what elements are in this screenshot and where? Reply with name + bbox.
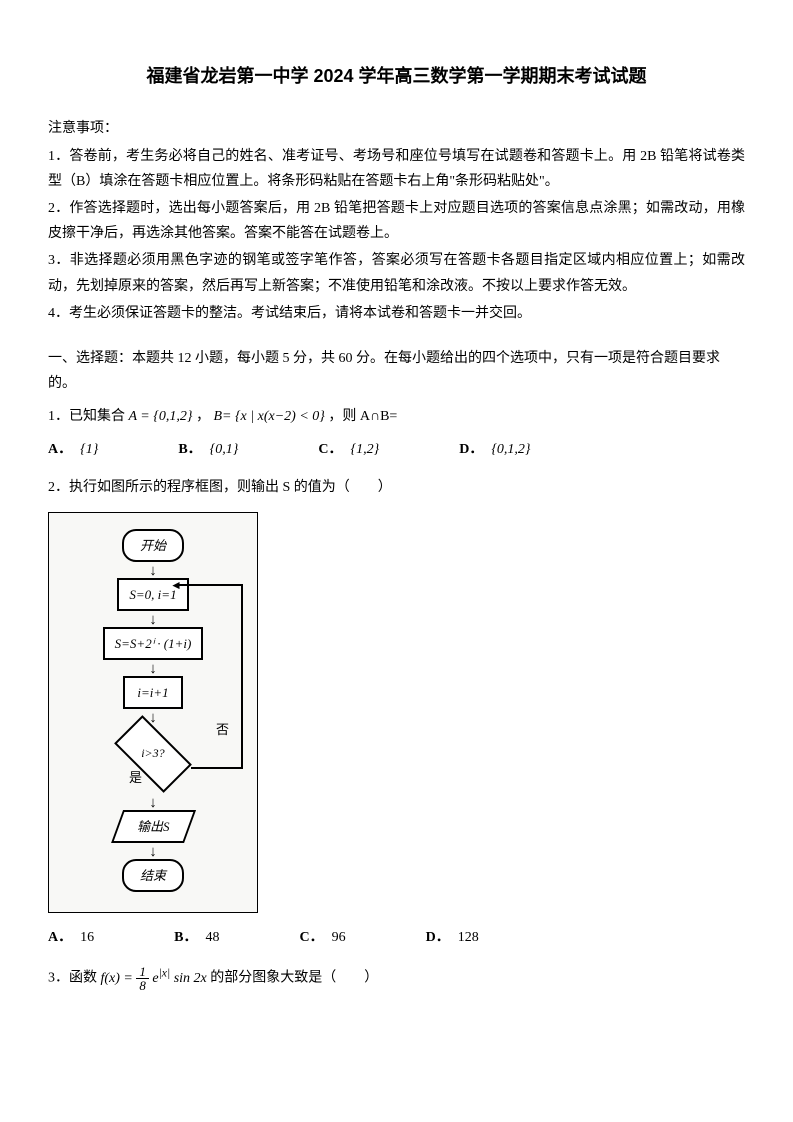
question-3: 3．函数 f(x) = 18 e|x| sin 2x 的部分图象大致是（ ） xyxy=(48,962,745,992)
section-1-heading: 一、选择题：本题共 12 小题，每小题 5 分，共 60 分。在每小题给出的四个… xyxy=(48,346,745,396)
flow-arrow: ↓ xyxy=(57,614,249,628)
flow-output: 输出S xyxy=(111,810,196,843)
notice-item: 2．作答选择题时，选出每小题答案后，用 2B 铅笔把答题卡上对应题目选项的答案信… xyxy=(48,196,745,246)
option-label: C． xyxy=(299,925,323,950)
option-value: 96 xyxy=(332,925,346,950)
q2-text: 2．执行如图所示的程序框图，则输出 S 的值为（ ） xyxy=(48,475,745,500)
q3-suffix: 的部分图象大致是（ ） xyxy=(210,971,378,986)
q1-prefix: 1．已知集合 xyxy=(48,409,129,424)
option-value: {0,1} xyxy=(210,437,239,462)
q2-option-d: D． 128 xyxy=(426,925,479,950)
q2-option-b: B． 48 xyxy=(174,925,219,950)
option-value: {0,1,2} xyxy=(491,437,530,462)
flow-arrow: ↓ xyxy=(57,797,249,811)
q1-options: A． {1} B． {0,1} C． {1,2} D． {0,1,2} xyxy=(48,437,745,462)
flow-condition-text: i>3? xyxy=(141,744,164,766)
flow-label-yes: 是 xyxy=(129,766,142,789)
flow-calc: S=S+2ⁱ · (1+i) xyxy=(103,627,204,660)
flowchart: 开始 ↓ 否 S=0, i=1 ↓ S=S+2ⁱ · (1+i) ↓ i=i+1… xyxy=(48,512,258,913)
option-label: D． xyxy=(426,925,450,950)
q1-option-b: B． {0,1} xyxy=(178,437,238,462)
flow-arrow: ↓ xyxy=(57,663,249,677)
option-value: 16 xyxy=(80,925,94,950)
q1-set-b: B= {x | x(x−2) < 0} xyxy=(213,409,324,424)
notice-item: 3．非选择题必须用黑色字迹的钢笔或签字笔作答，答案必须写在答题卡各题目指定区域内… xyxy=(48,248,745,298)
option-label: C． xyxy=(318,437,342,462)
flow-inc: i=i+1 xyxy=(123,676,183,709)
flow-arrow: ↓ xyxy=(57,846,249,860)
notice-item: 4．考生必须保证答题卡的整洁。考试结束后，请将本试卷和答题卡一并交回。 xyxy=(48,301,745,326)
option-label: B． xyxy=(178,437,201,462)
notice-item: 1．答卷前，考生务必将自己的姓名、准考证号、考场号和座位号填写在试题卷和答题卡上… xyxy=(48,144,745,194)
option-label: A． xyxy=(48,437,72,462)
q3-prefix: 3．函数 xyxy=(48,971,101,986)
flow-loop: 否 S=0, i=1 ↓ S=S+2ⁱ · (1+i) ↓ i=i+1 ↓ i>… xyxy=(57,578,249,811)
q1-mid: ， xyxy=(196,409,210,424)
q2-option-a: A． 16 xyxy=(48,925,94,950)
q3-function: f(x) = 18 e|x| sin 2x xyxy=(101,971,207,986)
q1-option-a: A． {1} xyxy=(48,437,98,462)
option-label: A． xyxy=(48,925,72,950)
q2-option-c: C． 96 xyxy=(299,925,345,950)
q2-options: A． 16 B． 48 C． 96 D． 128 xyxy=(48,925,745,950)
q1-set-a: A = {0,1,2} xyxy=(129,409,193,424)
flow-start: 开始 xyxy=(122,529,184,562)
q1-option-d: D． {0,1,2} xyxy=(459,437,530,462)
notice-heading: 注意事项： xyxy=(48,116,745,141)
flow-diamond-wrap: i>3? xyxy=(57,734,249,794)
flow-condition: i>3? xyxy=(114,715,192,793)
option-label: D． xyxy=(459,437,483,462)
loop-top-line xyxy=(179,584,243,586)
option-value: {1,2} xyxy=(351,437,380,462)
option-value: {1} xyxy=(80,437,98,462)
q1-suffix: ，则 A∩B= xyxy=(328,409,397,424)
option-value: 128 xyxy=(458,925,479,950)
exam-title: 福建省龙岩第一中学 2024 学年高三数学第一学期期末考试试题 xyxy=(48,60,745,92)
q3-text: 3．函数 f(x) = 18 e|x| sin 2x 的部分图象大致是（ ） xyxy=(48,962,745,992)
flow-arrow: ↓ xyxy=(57,565,249,579)
question-1: 1．已知集合 A = {0,1,2} ， B= {x | x(x−2) < 0}… xyxy=(48,404,745,462)
flow-end: 结束 xyxy=(122,859,184,892)
q1-text: 1．已知集合 A = {0,1,2} ， B= {x | x(x−2) < 0}… xyxy=(48,404,745,429)
q1-option-c: C． {1,2} xyxy=(318,437,379,462)
question-2: 2．执行如图所示的程序框图，则输出 S 的值为（ ） 开始 ↓ 否 S=0, i… xyxy=(48,475,745,951)
option-value: 48 xyxy=(205,925,219,950)
option-label: B． xyxy=(174,925,197,950)
